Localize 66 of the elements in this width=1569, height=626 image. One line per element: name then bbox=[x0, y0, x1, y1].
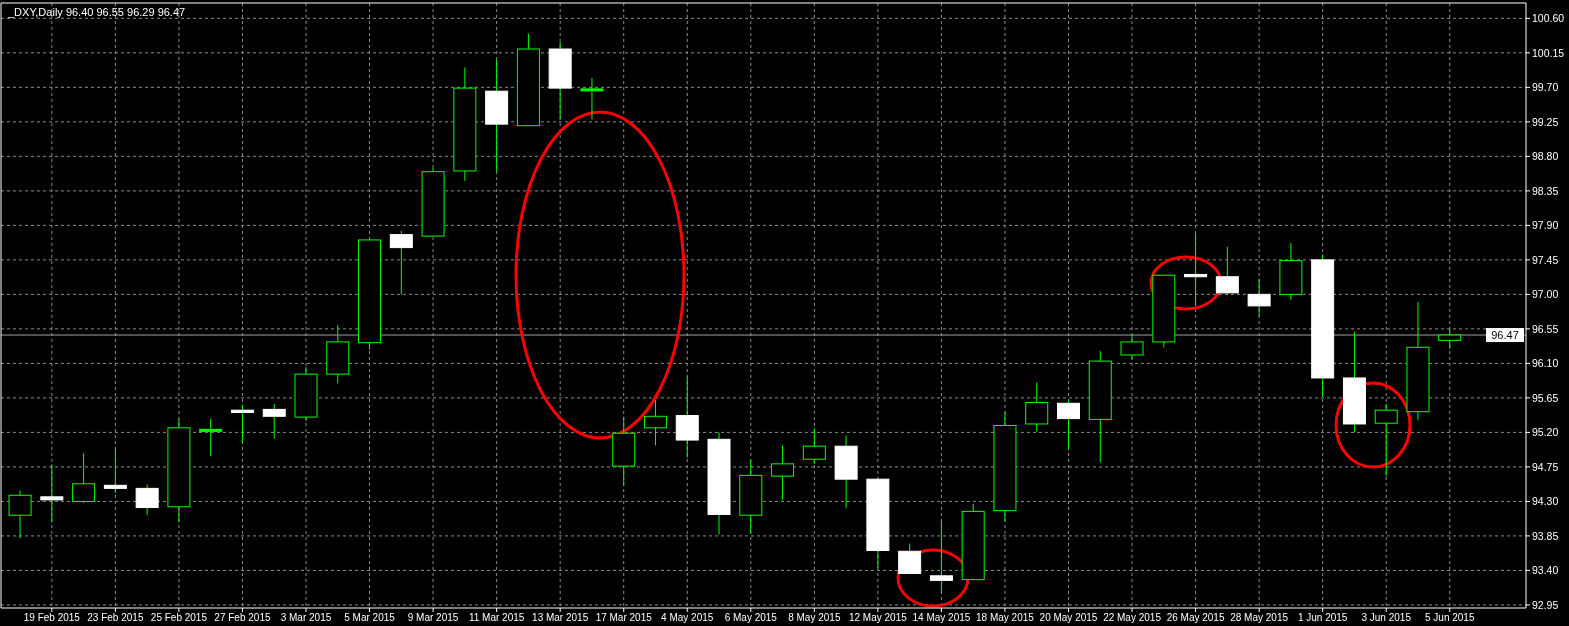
x-tick-label: 14 May 2015 bbox=[912, 612, 971, 623]
x-tick-label: 28 May 2015 bbox=[1230, 612, 1289, 623]
y-tick-label: 99.25 bbox=[1532, 115, 1559, 128]
x-tick-label: 3 Mar 2015 bbox=[280, 612, 332, 623]
y-tick-label: 98.80 bbox=[1532, 150, 1559, 163]
y-tick-label: 94.75 bbox=[1532, 460, 1559, 473]
y-tick-label: 97.00 bbox=[1532, 288, 1559, 301]
candlestick bbox=[771, 444, 795, 501]
candlestick bbox=[389, 230, 413, 295]
y-tick-label: 95.20 bbox=[1532, 426, 1559, 439]
candlestick bbox=[1025, 382, 1049, 433]
x-tick-label: 17 Mar 2015 bbox=[595, 612, 653, 623]
x-tick-label: 5 Mar 2015 bbox=[344, 612, 396, 623]
y-tick-label: 92.95 bbox=[1532, 598, 1559, 611]
x-tick-label: 25 Feb 2015 bbox=[150, 612, 208, 623]
x-tick-label: 18 May 2015 bbox=[976, 612, 1035, 623]
x-tick-label: 20 May 2015 bbox=[1039, 612, 1098, 623]
candlestick bbox=[929, 520, 953, 594]
candlestick bbox=[262, 403, 286, 440]
candlestick bbox=[898, 543, 922, 574]
x-tick-label: 19 Feb 2015 bbox=[23, 612, 81, 623]
candlestick bbox=[199, 418, 223, 457]
x-tick-label: 13 Mar 2015 bbox=[532, 612, 589, 623]
candlestick bbox=[643, 399, 667, 446]
candlestick bbox=[1438, 328, 1462, 350]
y-tick-label: 94.30 bbox=[1532, 495, 1559, 508]
ref-line-label: 96.47 bbox=[1491, 328, 1519, 341]
x-tick-label: 4 May 2015 bbox=[661, 612, 714, 623]
x-tick-label: 27 Feb 2015 bbox=[214, 612, 271, 623]
y-tick-label: 98.35 bbox=[1532, 184, 1559, 197]
chart-title: _DXY,Daily 96.40 96.55 96.29 96.47 bbox=[7, 6, 186, 18]
x-tick-label: 11 Mar 2015 bbox=[468, 612, 525, 623]
candlestick bbox=[1374, 403, 1398, 477]
y-tick-label: 95.65 bbox=[1532, 391, 1559, 404]
y-tick-label: 96.55 bbox=[1532, 322, 1559, 335]
candlestick bbox=[1215, 246, 1239, 295]
candlestick bbox=[230, 404, 254, 443]
candlestick bbox=[103, 448, 127, 494]
y-tick-label: 97.90 bbox=[1532, 219, 1559, 232]
y-tick-label: 100.15 bbox=[1532, 46, 1565, 59]
y-tick-label: 100.60 bbox=[1532, 12, 1565, 25]
candlestick bbox=[1247, 278, 1271, 318]
candlestick bbox=[135, 484, 159, 516]
candlestick bbox=[40, 464, 64, 523]
candlestick bbox=[1184, 233, 1208, 307]
x-tick-label: 8 May 2015 bbox=[788, 612, 841, 623]
x-tick-label: 3 Jun 2015 bbox=[1361, 612, 1412, 623]
x-tick-label: 6 May 2015 bbox=[724, 612, 778, 623]
y-tick-label: 96.10 bbox=[1532, 357, 1559, 370]
candlestick bbox=[580, 77, 604, 121]
y-tick-label: 97.45 bbox=[1532, 253, 1559, 266]
candlestick bbox=[1057, 398, 1080, 451]
y-tick-label: 93.85 bbox=[1532, 529, 1559, 542]
candlestick bbox=[8, 490, 32, 539]
y-tick-label: 99.70 bbox=[1532, 81, 1559, 94]
y-tick-label: 93.40 bbox=[1532, 564, 1559, 577]
candlestick bbox=[1120, 333, 1144, 360]
candlestick bbox=[72, 452, 96, 504]
x-tick-label: 9 Mar 2015 bbox=[407, 612, 459, 623]
candlestick bbox=[802, 428, 826, 465]
x-tick-label: 23 Feb 2015 bbox=[87, 612, 144, 623]
x-tick-label: 26 May 2015 bbox=[1166, 612, 1225, 623]
x-tick-label: 22 May 2015 bbox=[1103, 612, 1162, 623]
x-tick-label: 12 May 2015 bbox=[848, 612, 908, 623]
x-tick-label: 1 Jun 2015 bbox=[1297, 612, 1348, 623]
x-tick-label: 5 Jun 2015 bbox=[1425, 612, 1475, 623]
